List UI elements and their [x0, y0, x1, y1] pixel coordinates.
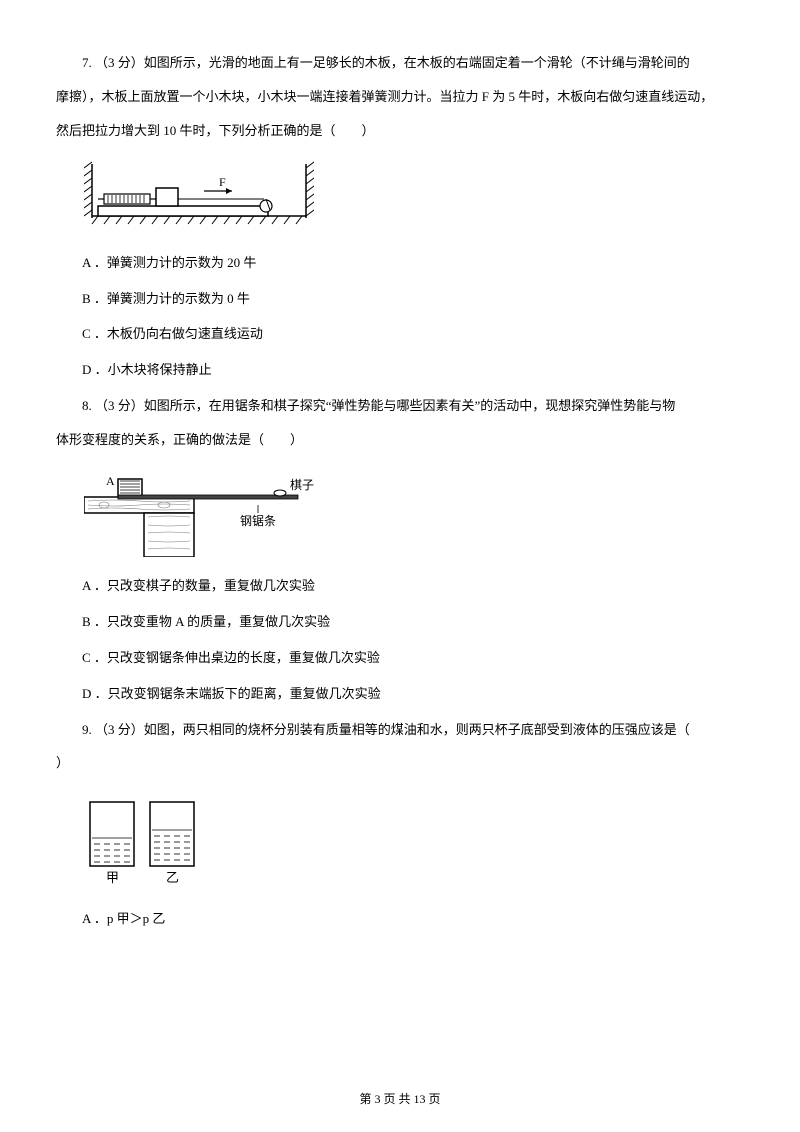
svg-text:甲: 甲	[106, 870, 119, 885]
q9-optA: A ．p 甲＞p 乙	[56, 904, 744, 934]
q8-optD: D ．只改变钢锯条末端扳下的距离，重复做几次实验	[56, 679, 744, 709]
svg-text:棋子: 棋子	[290, 478, 314, 492]
q8-optA: A ．只改变棋子的数量，重复做几次实验	[56, 571, 744, 601]
svg-text:乙: 乙	[166, 870, 179, 885]
q7-figure: F	[84, 158, 744, 234]
page-footer: 第 3 页 共 13 页	[0, 1086, 800, 1114]
svg-text:钢锯条: 钢锯条	[240, 513, 276, 528]
q8-stem-l1: 8. （3 分）如图所示，在用锯条和棋子探究“弹性势能与哪些因素有关”的活动中，…	[56, 391, 744, 421]
svg-text:A: A	[106, 474, 115, 488]
svg-text:F: F	[219, 175, 226, 189]
q8-figure: A 棋子 钢锯条	[84, 467, 744, 557]
q7-optA: A ．弹簧测力计的示数为 20 牛	[56, 248, 744, 278]
q9-stem-l2: ）	[56, 748, 744, 778]
q8-stem-l2: 体形变程度的关系，正确的做法是（ ）	[56, 425, 744, 455]
q7-optD: D ．小木块将保持静止	[56, 355, 744, 385]
q7-optC: C ．木板仍向右做匀速直线运动	[56, 319, 744, 349]
q7-stem-l3: 然后把拉力增大到 10 牛时，下列分析正确的是（ ）	[56, 116, 744, 146]
q9-stem-l1: 9. （3 分）如图，两只相同的烧杯分别装有质量相等的煤油和水，则两只杯子底部受…	[56, 715, 744, 745]
q7-stem-l1: 7. （3 分）如图所示，光滑的地面上有一足够长的木板，在木板的右端固定着一个滑…	[56, 48, 744, 78]
q8-optB: B ．只改变重物 A 的质量，重复做几次实验	[56, 607, 744, 637]
q8-optC: C ．只改变钢锯条伸出桌边的长度，重复做几次实验	[56, 643, 744, 673]
q7-stem-l2: 摩擦），木板上面放置一个小木块，小木块一端连接着弹簧测力计。当拉力 F 为 5 …	[56, 82, 744, 112]
q7-optB: B ．弹簧测力计的示数为 0 牛	[56, 284, 744, 314]
q9-figure: 甲 乙	[84, 798, 744, 890]
